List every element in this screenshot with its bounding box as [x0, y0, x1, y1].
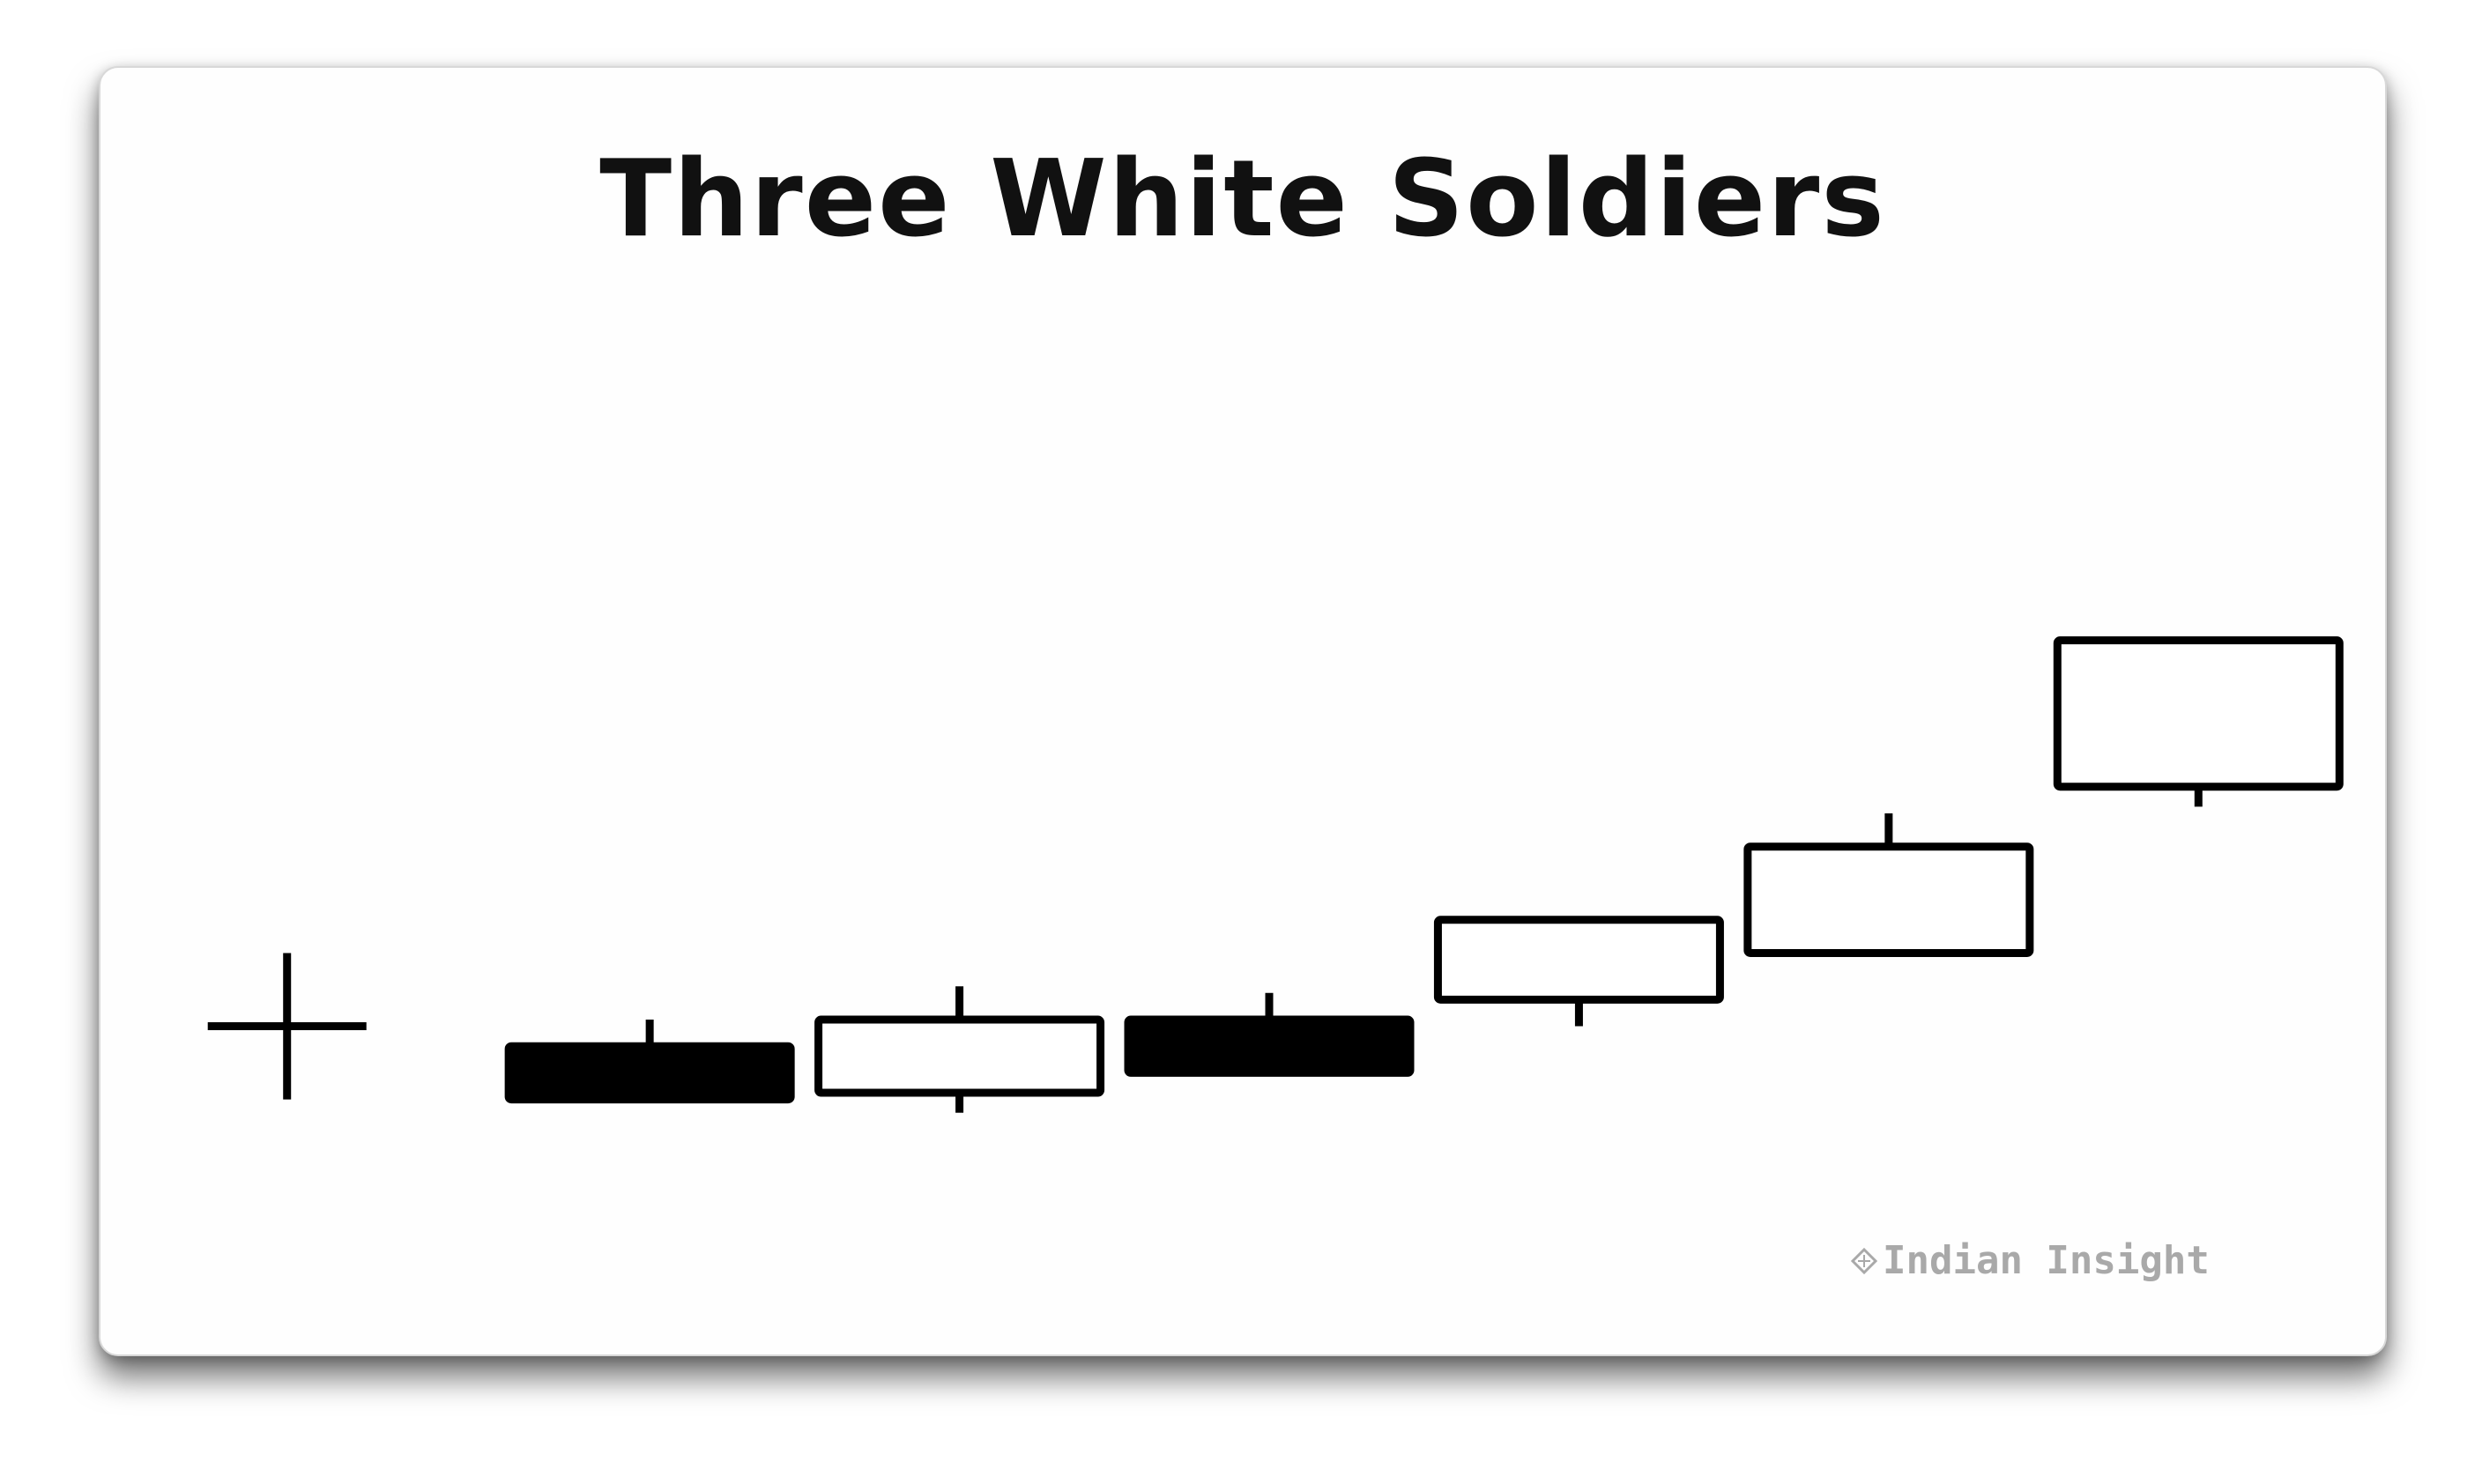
watermark: Indian Insight: [1851, 1238, 2210, 1283]
diamond-logo-icon: [1851, 1247, 1877, 1274]
watermark-text: Indian Insight: [1883, 1238, 2210, 1283]
chart-card: Three White Soldiers: [99, 66, 2387, 1356]
chart-title: Three White Soldiers: [599, 138, 1886, 261]
